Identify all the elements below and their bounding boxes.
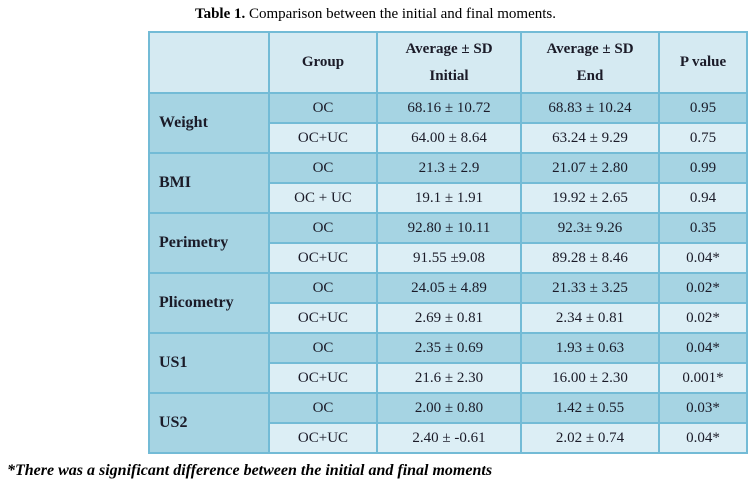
end-cell: 19.92 ± 2.65 [520, 182, 660, 214]
p-value-cell: 0.99 [658, 152, 748, 184]
end-cell: 16.00 ± 2.30 [520, 362, 660, 394]
table-row: BMI OC 21.3 ± 2.9 21.07 ± 2.80 0.99 [148, 152, 748, 214]
measure-label-us1: US1 [148, 332, 270, 394]
table-row: OC + UC 19.1 ± 1.91 19.92 ± 2.65 0.94 [149, 182, 748, 214]
group-cell: OC+UC [268, 242, 378, 274]
group-cell: OC [268, 92, 378, 124]
measure-label-bmi: BMI [148, 152, 270, 214]
group-cell: OC [268, 392, 378, 424]
end-cell: 2.02 ± 0.74 [520, 422, 660, 454]
initial-cell: 19.1 ± 1.91 [376, 182, 522, 214]
footnote: *There was a significant difference betw… [7, 462, 493, 479]
p-value-cell: 0.75 [658, 122, 748, 154]
group-cell: OC + UC [268, 182, 378, 214]
end-cell: 1.42 ± 0.55 [520, 392, 660, 424]
group-cell: OC+UC [268, 422, 378, 454]
comparison-table: Group Average ± SD Initial Average ± SD … [148, 31, 748, 454]
end-cell: 63.24 ± 9.29 [520, 122, 660, 154]
group-cell: OC+UC [268, 302, 378, 334]
initial-cell: 68.16 ± 10.72 [376, 92, 522, 124]
group-cell: OC [268, 152, 378, 184]
p-value-cell: 0.001* [658, 362, 748, 394]
table-row: OC+UC 64.00 ± 8.64 63.24 ± 9.29 0.75 [149, 122, 748, 154]
measure-label-plicometry: Plicometry [148, 272, 270, 334]
end-cell: 21.33 ± 3.25 [520, 272, 660, 304]
table-row: OC+UC 91.55 ±9.08 89.28 ± 8.46 0.04* [149, 242, 748, 274]
initial-cell: 21.3 ± 2.9 [376, 152, 522, 184]
header-initial: Average ± SD Initial [376, 31, 522, 94]
measure-label-perimetry: Perimetry [148, 212, 270, 274]
header-initial-line1: Average ± SD [405, 40, 493, 57]
p-value-cell: 0.02* [658, 272, 748, 304]
p-value-cell: 0.95 [658, 92, 748, 124]
corner-cell [148, 31, 270, 94]
initial-cell: 21.6 ± 2.30 [376, 362, 522, 394]
end-cell: 92.3± 9.26 [520, 212, 660, 244]
initial-cell: 64.00 ± 8.64 [376, 122, 522, 154]
initial-cell: 92.80 ± 10.11 [376, 212, 522, 244]
initial-cell: 2.69 ± 0.81 [376, 302, 522, 334]
header-row: Group Average ± SD Initial Average ± SD … [148, 31, 748, 94]
table-row: OC+UC 2.69 ± 0.81 2.34 ± 0.81 0.02* [149, 302, 748, 334]
table-title: Table 1. Comparison between the initial … [0, 6, 751, 23]
table-row: Plicometry OC 24.05 ± 4.89 21.33 ± 3.25 … [148, 272, 748, 334]
end-cell: 21.07 ± 2.80 [520, 152, 660, 184]
group-cell: OC [268, 212, 378, 244]
group-cell: OC+UC [268, 362, 378, 394]
p-value-cell: 0.04* [658, 332, 748, 364]
table-row: Perimetry OC 92.80 ± 10.11 92.3± 9.26 0.… [148, 212, 748, 274]
end-cell: 1.93 ± 0.63 [520, 332, 660, 364]
header-end-line1: Average ± SD [546, 40, 634, 57]
table-title-label: Table 1. [194, 6, 246, 22]
header-pvalue: P value [658, 31, 748, 94]
p-value-cell: 0.03* [658, 392, 748, 424]
initial-cell: 2.35 ± 0.69 [376, 332, 522, 364]
group-cell: OC+UC [268, 122, 378, 154]
measure-label-us2: US2 [148, 392, 270, 454]
table-row: Weight OC 68.16 ± 10.72 68.83 ± 10.24 0.… [148, 92, 748, 154]
end-cell: 68.83 ± 10.24 [520, 92, 660, 124]
p-value-cell: 0.94 [658, 182, 748, 214]
header-initial-line2: Initial [429, 67, 469, 84]
group-cell: OC [268, 272, 378, 304]
table-row: OC+UC 2.40 ± -0.61 2.02 ± 0.74 0.04* [149, 422, 748, 454]
initial-cell: 91.55 ±9.08 [376, 242, 522, 274]
p-value-cell: 0.02* [658, 302, 748, 334]
p-value-cell: 0.04* [658, 422, 748, 454]
measure-label-weight: Weight [148, 92, 270, 154]
table-title-text: Comparison between the initial and final… [249, 6, 557, 22]
end-cell: 2.34 ± 0.81 [520, 302, 660, 334]
header-group: Group [268, 31, 378, 94]
initial-cell: 24.05 ± 4.89 [376, 272, 522, 304]
table-row: US1 OC 2.35 ± 0.69 1.93 ± 0.63 0.04* [148, 332, 748, 394]
p-value-cell: 0.35 [658, 212, 748, 244]
initial-cell: 2.00 ± 0.80 [376, 392, 522, 424]
table-row: US2 OC 2.00 ± 0.80 1.42 ± 0.55 0.03* [148, 392, 748, 454]
end-cell: 89.28 ± 8.46 [520, 242, 660, 274]
header-end: Average ± SD End [520, 31, 660, 94]
initial-cell: 2.40 ± -0.61 [376, 422, 522, 454]
table-row: OC+UC 21.6 ± 2.30 16.00 ± 2.30 0.001* [149, 362, 748, 394]
group-cell: OC [268, 332, 378, 364]
header-end-line2: End [576, 67, 604, 84]
p-value-cell: 0.04* [658, 242, 748, 274]
